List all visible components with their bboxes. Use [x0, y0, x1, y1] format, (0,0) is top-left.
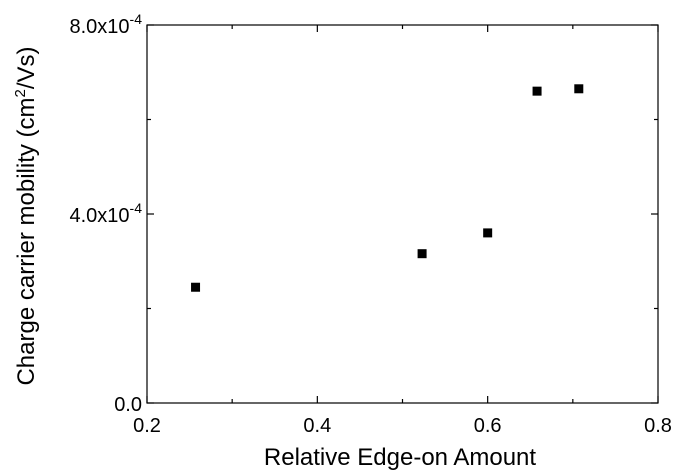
y-tick-label: 0.0 [114, 394, 142, 416]
y-axis-title-main: Charge carrier mobility (cm [13, 97, 40, 385]
y-tick-label: 4.0x10-4 [69, 200, 142, 227]
data-point [574, 84, 584, 94]
x-tick-label: 0.6 [474, 415, 502, 437]
x-axis-title: Relative Edge-on Amount [264, 444, 537, 471]
x-tick-label: 0.4 [303, 415, 331, 437]
data-point [191, 282, 201, 292]
y-tick-label: 8.0x10-4 [69, 11, 142, 38]
x-tick-label: 0.2 [133, 415, 161, 437]
data-point [483, 228, 493, 238]
data-point [532, 86, 542, 96]
plot-frame [146, 24, 659, 404]
data-point [417, 249, 427, 259]
y-axis-title-unit: /Vs) [13, 46, 40, 89]
x-tick-label: 0.8 [644, 415, 672, 437]
y-axis-title-superscript: 2 [12, 89, 29, 97]
y-axis-title: Charge carrier mobility (cm2/Vs) [12, 46, 40, 385]
